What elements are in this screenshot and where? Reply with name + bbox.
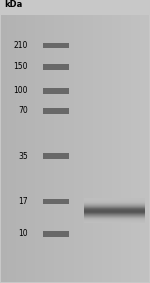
Text: 210: 210 [14,41,28,50]
Text: 35: 35 [18,152,28,161]
Text: 100: 100 [13,86,28,95]
FancyBboxPatch shape [43,153,69,159]
FancyBboxPatch shape [43,64,69,70]
FancyBboxPatch shape [43,199,69,205]
FancyBboxPatch shape [43,42,69,48]
FancyBboxPatch shape [43,231,69,237]
FancyBboxPatch shape [43,88,69,94]
Text: 10: 10 [18,229,28,238]
Text: 70: 70 [18,106,28,115]
Text: kDa: kDa [4,0,22,9]
Text: 17: 17 [18,197,28,206]
FancyBboxPatch shape [43,108,69,114]
Text: 150: 150 [13,62,28,71]
